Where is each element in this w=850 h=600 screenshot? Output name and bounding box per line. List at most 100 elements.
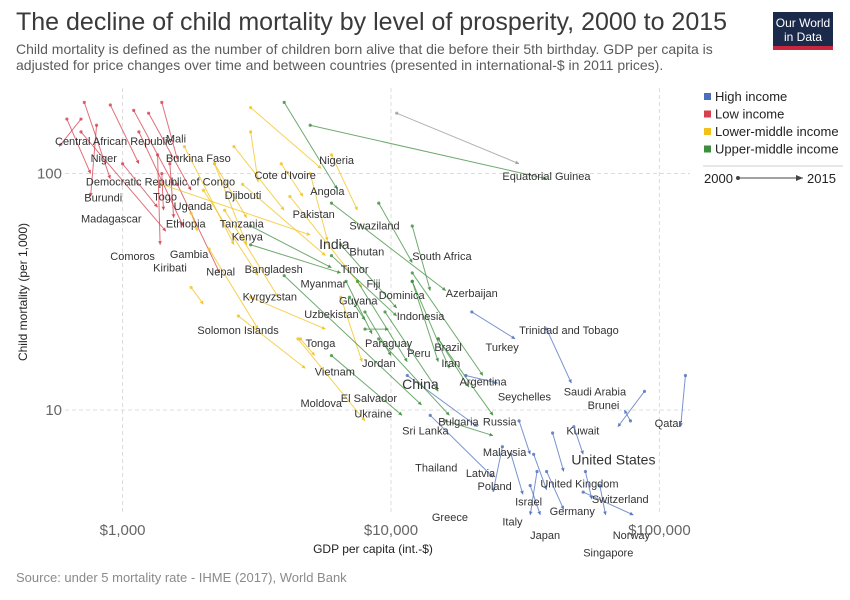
trajectory[interactable]	[383, 310, 439, 392]
trajectory[interactable]	[65, 117, 92, 174]
trajectory[interactable]	[329, 253, 398, 317]
country-label: Italy	[502, 517, 523, 529]
trajectory[interactable]	[279, 162, 304, 197]
trajectory[interactable]	[298, 337, 316, 356]
trajectory[interactable]	[532, 452, 548, 490]
trajectory[interactable]	[308, 171, 329, 241]
trajectory[interactable]	[509, 452, 524, 495]
trajectory[interactable]	[617, 389, 647, 428]
trajectory[interactable]	[108, 103, 140, 164]
trajectory[interactable]	[249, 106, 322, 169]
trajectory[interactable]	[545, 327, 572, 384]
trajectory[interactable]	[528, 483, 541, 516]
trajectory[interactable]	[528, 469, 539, 516]
start-point-2000	[598, 483, 602, 488]
trajectory[interactable]	[147, 111, 192, 191]
arrowhead-2015	[491, 488, 496, 493]
trajectory[interactable]	[679, 373, 688, 427]
legend-entry[interactable]: High income	[715, 89, 787, 104]
trajectory[interactable]	[201, 188, 259, 276]
country-label: Malaysia	[483, 447, 527, 459]
trajectory[interactable]	[517, 419, 531, 455]
trajectory[interactable]	[175, 182, 221, 274]
trajectory[interactable]	[155, 153, 162, 245]
legend-entry[interactable]: Upper-middle income	[715, 142, 839, 157]
trajectory[interactable]	[545, 469, 565, 510]
trajectory[interactable]	[249, 295, 326, 330]
trajectory[interactable]	[470, 310, 516, 340]
start-point-2000	[628, 419, 633, 423]
arrowhead-2015	[527, 450, 531, 455]
trajectory[interactable]	[88, 123, 99, 197]
legend-entry[interactable]: Low income	[715, 107, 784, 122]
trajectory[interactable]	[329, 353, 403, 416]
trajectory[interactable]	[395, 111, 520, 165]
trajectory[interactable]	[58, 117, 83, 147]
trajectory[interactable]	[344, 279, 373, 335]
trajectory[interactable]	[132, 108, 175, 185]
trajectory[interactable]	[377, 337, 450, 416]
trajectory[interactable]	[223, 208, 279, 298]
trajectory[interactable]	[296, 337, 366, 422]
trajectory[interactable]	[82, 100, 111, 179]
country-label: Cote d'Ivoire	[254, 170, 315, 182]
arrowhead-2015	[515, 160, 520, 165]
arrowhead-2015	[465, 383, 469, 388]
trajectory[interactable]	[168, 162, 176, 218]
trajectory[interactable]	[236, 314, 306, 369]
trajectory[interactable]	[329, 153, 358, 211]
y-axis-title: Child mortality (per 1,000)	[16, 223, 30, 361]
trajectory[interactable]	[623, 409, 633, 423]
trajectory-line	[552, 432, 565, 472]
trajectory[interactable]	[464, 373, 498, 385]
trajectory[interactable]	[363, 310, 392, 356]
trajectory[interactable]	[249, 243, 341, 274]
start-point-2000	[298, 337, 303, 341]
trajectory[interactable]	[249, 130, 260, 183]
trajectory[interactable]	[598, 483, 607, 516]
trajectory-line	[573, 426, 584, 455]
trajectory[interactable]	[377, 201, 413, 263]
trajectory[interactable]	[329, 201, 447, 291]
trajectory[interactable]	[137, 130, 184, 227]
country-label: Ethiopia	[166, 219, 207, 231]
start-point-2000	[545, 469, 549, 474]
trajectory[interactable]	[282, 274, 422, 406]
trajectory[interactable]	[436, 337, 494, 416]
country-label: Equatorial Guinea	[502, 171, 591, 183]
trajectory[interactable]	[339, 243, 398, 309]
trajectory[interactable]	[160, 100, 179, 160]
trajectory[interactable]	[339, 295, 363, 362]
trajectory[interactable]	[308, 123, 547, 180]
trajectory[interactable]	[572, 425, 584, 455]
trajectory[interactable]	[189, 211, 199, 232]
arrowhead-2015	[280, 206, 285, 211]
trajectory[interactable]	[207, 247, 259, 330]
trajectory[interactable]	[79, 130, 167, 232]
trajectory[interactable]	[182, 145, 235, 245]
trajectory[interactable]	[551, 431, 565, 472]
trajectory[interactable]	[428, 413, 494, 478]
trajectory[interactable]	[212, 162, 248, 245]
trajectory[interactable]	[160, 171, 166, 211]
logo-line-2: in Data	[783, 30, 823, 44]
trajectory[interactable]	[410, 271, 484, 376]
trajectory[interactable]	[241, 182, 326, 256]
trajectory[interactable]	[444, 419, 494, 437]
trajectory[interactable]	[410, 224, 432, 291]
trajectory[interactable]	[249, 224, 332, 269]
trajectory[interactable]	[491, 445, 504, 493]
trajectory[interactable]	[160, 182, 311, 236]
owid-logo[interactable]: Our World in Data	[773, 12, 833, 50]
trajectory[interactable]	[282, 100, 338, 190]
trajectory[interactable]	[232, 145, 285, 211]
trajectory[interactable]	[410, 279, 450, 369]
trajectory[interactable]	[189, 285, 204, 305]
trajectory[interactable]	[581, 490, 634, 516]
arrowhead-2015	[617, 422, 622, 427]
legend-entry[interactable]: Lower-middle income	[715, 124, 839, 139]
arrowhead-2015	[354, 206, 358, 211]
source-note: Source: under 5 mortality rate - IHME (2…	[16, 570, 347, 585]
trajectory[interactable]	[405, 373, 478, 428]
trajectory[interactable]	[120, 162, 158, 208]
